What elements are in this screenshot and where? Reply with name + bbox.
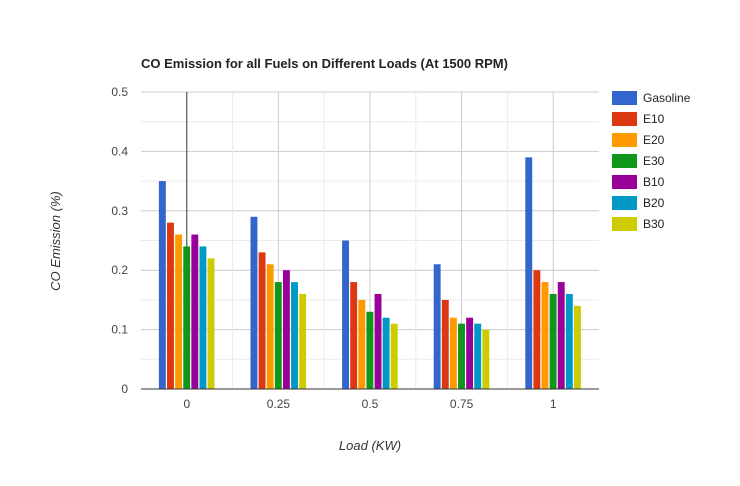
x-tick-label: 0.25: [267, 397, 291, 411]
bar: [299, 293, 307, 389]
bar: [441, 299, 449, 389]
bar: [449, 317, 457, 389]
bar: [541, 282, 549, 389]
bar: [258, 252, 266, 389]
y-axis-label: CO Emission (%): [48, 191, 63, 291]
bar-layer: [158, 157, 581, 389]
bar: [458, 323, 465, 389]
legend-label: B20: [643, 196, 665, 210]
legend: Gasoline E10 E20 E30 B10 B20 B30: [612, 91, 691, 231]
x-tick-label: 0.75: [450, 397, 474, 411]
bar: [199, 246, 207, 389]
bar: [433, 264, 441, 389]
bar: [466, 317, 474, 389]
legend-swatch: [612, 154, 637, 168]
legend-swatch: [612, 175, 637, 189]
legend-swatch: [612, 133, 637, 147]
bar: [366, 311, 374, 389]
y-tick-label: 0: [121, 382, 128, 396]
bar: [474, 323, 482, 389]
legend-swatch: [612, 217, 637, 231]
bar: [207, 258, 215, 389]
bar: [266, 264, 274, 389]
bar: [191, 234, 199, 389]
bar: [565, 293, 573, 389]
bar: [382, 317, 390, 389]
bar: [291, 282, 298, 389]
bar: [175, 234, 183, 389]
bar: [533, 270, 541, 389]
legend-label: E10: [643, 112, 665, 126]
y-tick-label: 0.1: [111, 323, 128, 337]
x-axis-label: Load (KW): [339, 438, 401, 453]
bar: [274, 282, 282, 389]
legend-label: E30: [643, 154, 665, 168]
bar: [350, 282, 358, 389]
bar: [250, 216, 258, 389]
legend-swatch: [612, 91, 637, 105]
bar: [183, 246, 191, 389]
x-tick-label: 1: [550, 397, 557, 411]
legend-swatch: [612, 196, 637, 210]
bar: [390, 323, 398, 389]
chart-title: CO Emission for all Fuels on Different L…: [141, 56, 508, 71]
axis-layer: 0 0.1 0.2 0.3 0.4 0.5 0 0.25 0.5 0.75 1: [111, 85, 599, 411]
bar: [573, 305, 581, 389]
legend-swatch: [612, 112, 637, 126]
legend-label: B10: [643, 175, 665, 189]
y-tick-label: 0.3: [111, 204, 128, 218]
x-tick-label: 0: [183, 397, 190, 411]
bar: [158, 181, 166, 389]
bar: [482, 329, 490, 389]
bar: [342, 240, 350, 389]
bar: [167, 222, 174, 389]
y-tick-label: 0.5: [111, 85, 128, 99]
y-tick-label: 0.4: [111, 144, 128, 158]
bar: [557, 282, 565, 389]
bar: [549, 293, 557, 389]
y-tick-label: 0.2: [111, 263, 128, 277]
bar: [525, 157, 533, 389]
legend-label: Gasoline: [643, 91, 691, 105]
bar: [358, 299, 366, 389]
legend-label: B30: [643, 217, 665, 231]
bar: [282, 270, 290, 389]
x-tick-label: 0.5: [362, 397, 379, 411]
grid-layer: [141, 91, 599, 389]
bar: [374, 293, 382, 389]
legend-label: E20: [643, 133, 665, 147]
